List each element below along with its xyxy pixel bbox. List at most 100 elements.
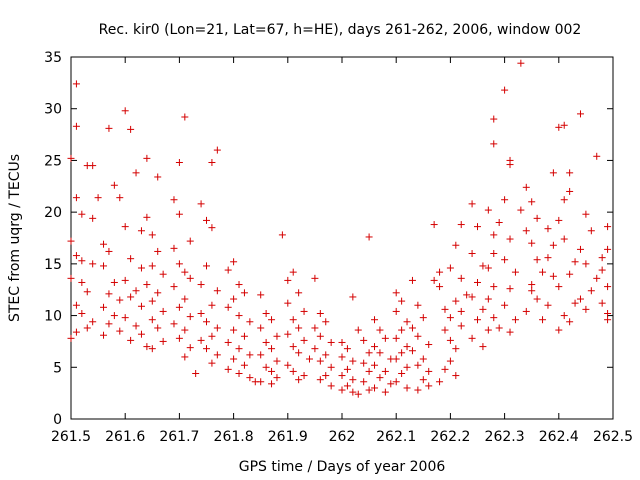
x-tick-label: 261.8 <box>214 429 254 445</box>
data-point <box>159 307 167 315</box>
data-point <box>338 353 346 361</box>
data-point <box>349 376 357 384</box>
data-point <box>452 241 460 249</box>
data-point <box>436 378 444 386</box>
data-point <box>446 336 454 344</box>
data-point <box>479 262 487 270</box>
data-point <box>78 310 86 318</box>
data-point <box>289 268 297 276</box>
data-point <box>121 107 129 115</box>
data-point <box>365 349 373 357</box>
data-point <box>495 324 503 332</box>
data-point <box>490 140 498 148</box>
data-point <box>197 310 205 318</box>
data-point <box>224 365 232 373</box>
data-point <box>327 363 335 371</box>
data-point <box>284 299 292 307</box>
data-point <box>452 297 460 305</box>
data-point <box>67 274 75 282</box>
data-point <box>305 355 313 363</box>
data-point <box>137 264 145 272</box>
data-point <box>132 287 140 295</box>
data-point <box>360 378 368 386</box>
data-point <box>246 374 254 382</box>
data-point <box>311 324 319 332</box>
data-point <box>197 200 205 208</box>
data-point <box>246 318 254 326</box>
data-point <box>593 152 601 160</box>
data-point <box>587 227 595 235</box>
data-point <box>186 274 194 282</box>
data-point <box>208 301 216 309</box>
y-tick-label: 5 <box>53 360 62 376</box>
data-point <box>349 357 357 365</box>
data-point <box>560 196 568 204</box>
data-point <box>230 326 238 334</box>
data-point <box>479 343 487 351</box>
data-point <box>371 361 379 369</box>
data-point <box>468 200 476 208</box>
data-point <box>181 268 189 276</box>
data-point <box>441 365 449 373</box>
data-point <box>446 264 454 272</box>
data-point <box>327 382 335 390</box>
y-axis-tick-labels: 0 5 10 15 20 25 30 35 <box>44 50 62 428</box>
data-point <box>365 386 373 394</box>
x-tick-label: 262.2 <box>430 429 470 445</box>
data-point <box>576 110 584 118</box>
data-point <box>371 384 379 392</box>
x-tick-label: 261.5 <box>51 429 91 445</box>
data-point <box>468 334 476 342</box>
data-point <box>268 316 276 324</box>
data-point <box>154 247 162 255</box>
data-point <box>262 363 270 371</box>
data-point <box>175 210 183 218</box>
data-point <box>425 367 433 375</box>
data-point <box>468 250 476 258</box>
data-point <box>430 276 438 284</box>
data-point <box>289 316 297 324</box>
data-point <box>268 367 276 375</box>
data-point <box>170 283 178 291</box>
data-point <box>105 247 113 255</box>
data-point <box>392 289 400 297</box>
x-tick-label: 261.9 <box>268 429 308 445</box>
data-point <box>72 328 80 336</box>
data-point <box>598 299 606 307</box>
data-point <box>539 268 547 276</box>
data-point <box>316 376 324 384</box>
data-point <box>468 293 476 301</box>
data-point <box>539 316 547 324</box>
data-point <box>549 241 557 249</box>
data-point <box>484 295 492 303</box>
data-point <box>175 158 183 166</box>
data-point <box>246 351 254 359</box>
y-tick-label: 25 <box>44 153 62 169</box>
data-point <box>533 214 541 222</box>
data-point <box>230 258 238 266</box>
data-point <box>72 80 80 88</box>
data-point <box>490 314 498 322</box>
data-point <box>235 281 243 289</box>
data-point <box>284 361 292 369</box>
data-point <box>235 369 243 377</box>
data-point <box>517 59 525 67</box>
data-point <box>186 313 194 321</box>
data-point <box>273 332 281 340</box>
data-point <box>143 154 151 162</box>
data-point <box>566 169 574 177</box>
data-point <box>208 332 216 340</box>
data-point <box>67 334 75 342</box>
data-point <box>501 256 509 264</box>
data-point <box>474 223 481 231</box>
data-point <box>100 240 108 248</box>
data-point <box>121 223 129 231</box>
data-point <box>213 287 221 295</box>
data-point <box>376 349 384 357</box>
data-point <box>257 378 265 386</box>
data-point <box>501 196 509 204</box>
data-point <box>604 223 612 231</box>
data-point <box>240 332 248 340</box>
data-point <box>148 316 156 324</box>
